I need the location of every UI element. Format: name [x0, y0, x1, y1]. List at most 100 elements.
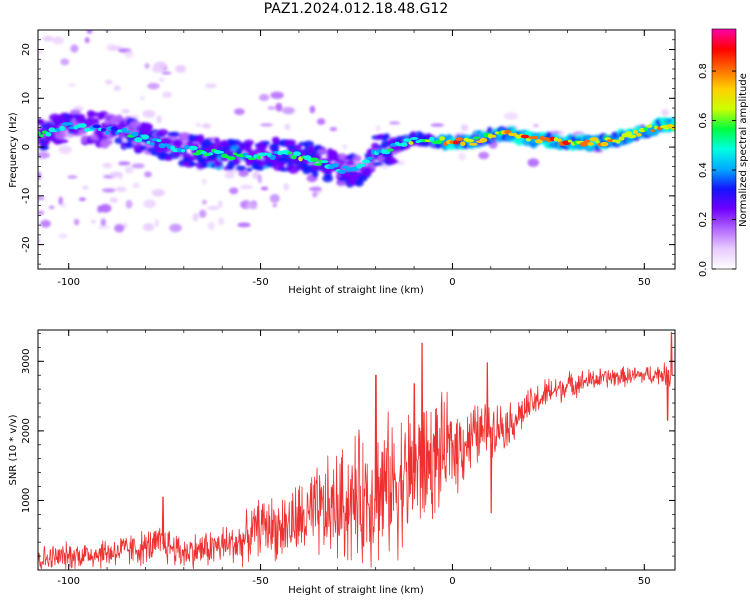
spectrogram-core-cell — [293, 151, 301, 157]
spectrogram-core-cell — [290, 154, 297, 160]
spectrogram-core-cell — [595, 140, 600, 144]
spectrogram-core-cell — [287, 151, 293, 155]
y-tick-label: 3000 — [21, 349, 32, 374]
spectrogram-ridge-cell — [114, 137, 123, 144]
spectrogram-core-cell — [408, 141, 414, 145]
spectrogram-ridge-cell — [164, 156, 173, 161]
spectrogram-core-cell — [525, 138, 531, 142]
spectrogram-halo-cell — [97, 225, 111, 229]
spectrogram-core-cell — [600, 141, 609, 147]
spectrogram-frame — [37, 29, 676, 270]
spectrogram-ridge-cell — [101, 139, 113, 146]
spectrogram-halo-cell — [158, 77, 165, 82]
spectrogram-halo-cell — [284, 123, 291, 131]
spectrogram-halo-cell — [61, 203, 66, 209]
spectrogram-core-cell — [208, 152, 214, 156]
x-tick-label: -50 — [252, 576, 268, 587]
spectrogram-halo-cell — [156, 115, 162, 124]
spectrogram-halo-cell — [143, 223, 155, 232]
spectrogram-core-cell — [149, 142, 155, 146]
spectrogram-halo-cell — [58, 196, 63, 206]
spectrogram-core-cell — [400, 142, 408, 147]
spectrogram-core-cell — [452, 140, 459, 145]
spectrogram-core-cell — [100, 127, 107, 132]
spectrogram-ridge-cell — [54, 131, 66, 140]
spectrogram-halo-cell — [430, 123, 444, 127]
spectrogram-core-cell — [589, 137, 599, 142]
spectrogram-halo-cell — [267, 106, 276, 110]
spectrogram-core-cell — [494, 131, 500, 135]
y-tick-label: -10 — [21, 188, 32, 204]
spectrogram-halo-cell — [549, 130, 562, 135]
snr-series-line — [38, 331, 673, 569]
x-tick-label: 0 — [449, 277, 455, 288]
snr-y-axis-label: SNR (10 * v/v) — [8, 414, 19, 485]
spectrogram-core-cell — [487, 133, 493, 139]
spectrogram-halo-cell — [151, 189, 165, 197]
spectrogram-core-cell — [310, 157, 319, 162]
spectrogram-core-cell — [141, 134, 150, 140]
spectrogram-halo-cell — [38, 50, 44, 54]
spectrogram-halo-cell — [224, 172, 235, 179]
x-tick-label: 0 — [449, 576, 455, 587]
spectrogram-core-cell — [360, 163, 366, 167]
spectrogram-ridge-cell — [371, 142, 379, 150]
spectrogram-halo-cell — [478, 151, 490, 160]
spectrogram-halo-cell — [82, 185, 89, 190]
spectrogram-core-cell — [403, 138, 412, 142]
spectrogram-halo-cell — [86, 30, 93, 34]
spectrogram-halo-cell — [144, 63, 150, 69]
spectrogram-ridge-cell — [345, 160, 355, 166]
spectrogram-halo-cell — [142, 110, 156, 118]
spectrogram-halo-cell — [118, 172, 123, 180]
spectrogram-core-cell — [429, 136, 435, 142]
spectrogram-halo-cell — [161, 71, 172, 75]
spectrogram-halo-cell — [38, 171, 42, 180]
spectrogram-halo-cell — [460, 124, 469, 132]
spectrogram-core-cell — [361, 159, 371, 164]
spectrogram-core-cell — [227, 156, 236, 161]
spectrogram-halo-cell — [269, 194, 280, 203]
spectrogram-core-cell — [410, 137, 419, 140]
spectrogram-core-cell — [156, 139, 162, 143]
spectrogram-halo-cell — [275, 102, 283, 112]
spectrogram-core-cell — [650, 129, 655, 133]
spectrogram-halo-cell — [270, 91, 284, 100]
spectrogram-halo-cell — [125, 199, 133, 209]
spectrogram-halo-cell — [60, 58, 70, 66]
spectrogram-halo-cell — [504, 112, 518, 120]
spectrogram-halo-cell — [309, 105, 316, 114]
spectrogram-core-cell — [79, 123, 87, 128]
colorbar-tick-label: 0.2 — [698, 212, 709, 228]
spectrogram-halo-cell — [196, 122, 201, 127]
spectrogram-halo-cell — [40, 219, 51, 228]
spectrogram-core-cell — [618, 136, 625, 141]
spectrogram-ridge-cell — [235, 165, 246, 172]
spectrogram-core-cell — [181, 149, 186, 153]
x-tick-label: 50 — [638, 576, 651, 587]
spectrogram-halo-cell — [106, 43, 117, 52]
spectrogram-core-cell — [124, 130, 132, 134]
spectrogram-halo-cell — [201, 123, 212, 129]
spectrogram-core-cell — [321, 160, 329, 164]
spectrogram-core-cell — [636, 133, 642, 137]
y-tick-label: 10 — [21, 92, 32, 105]
spectrogram-halo-cell — [260, 123, 273, 127]
spectrogram-ridge-cell — [214, 160, 223, 168]
spectrogram-halo-cell — [218, 200, 223, 209]
spectrogram-halo-cell — [70, 44, 79, 53]
spectrogram-core-cell — [491, 134, 497, 138]
spectrogram-halo-cell — [342, 144, 347, 149]
spectrogram-halo-cell — [329, 127, 338, 132]
spectrogram-halo-cell — [154, 219, 160, 227]
spectrogram-ridge-cell — [246, 167, 253, 172]
spectrogram-halo-cell — [78, 197, 86, 202]
spectrogram-ridge-cell — [40, 144, 50, 150]
spectrogram-core-cell — [256, 155, 262, 160]
spectrogram-halo-cell — [272, 203, 278, 208]
spectrogram-core-cell — [468, 142, 478, 146]
spectrogram-ridge-cell — [287, 165, 300, 174]
spectrogram-halo-cell — [132, 182, 140, 189]
